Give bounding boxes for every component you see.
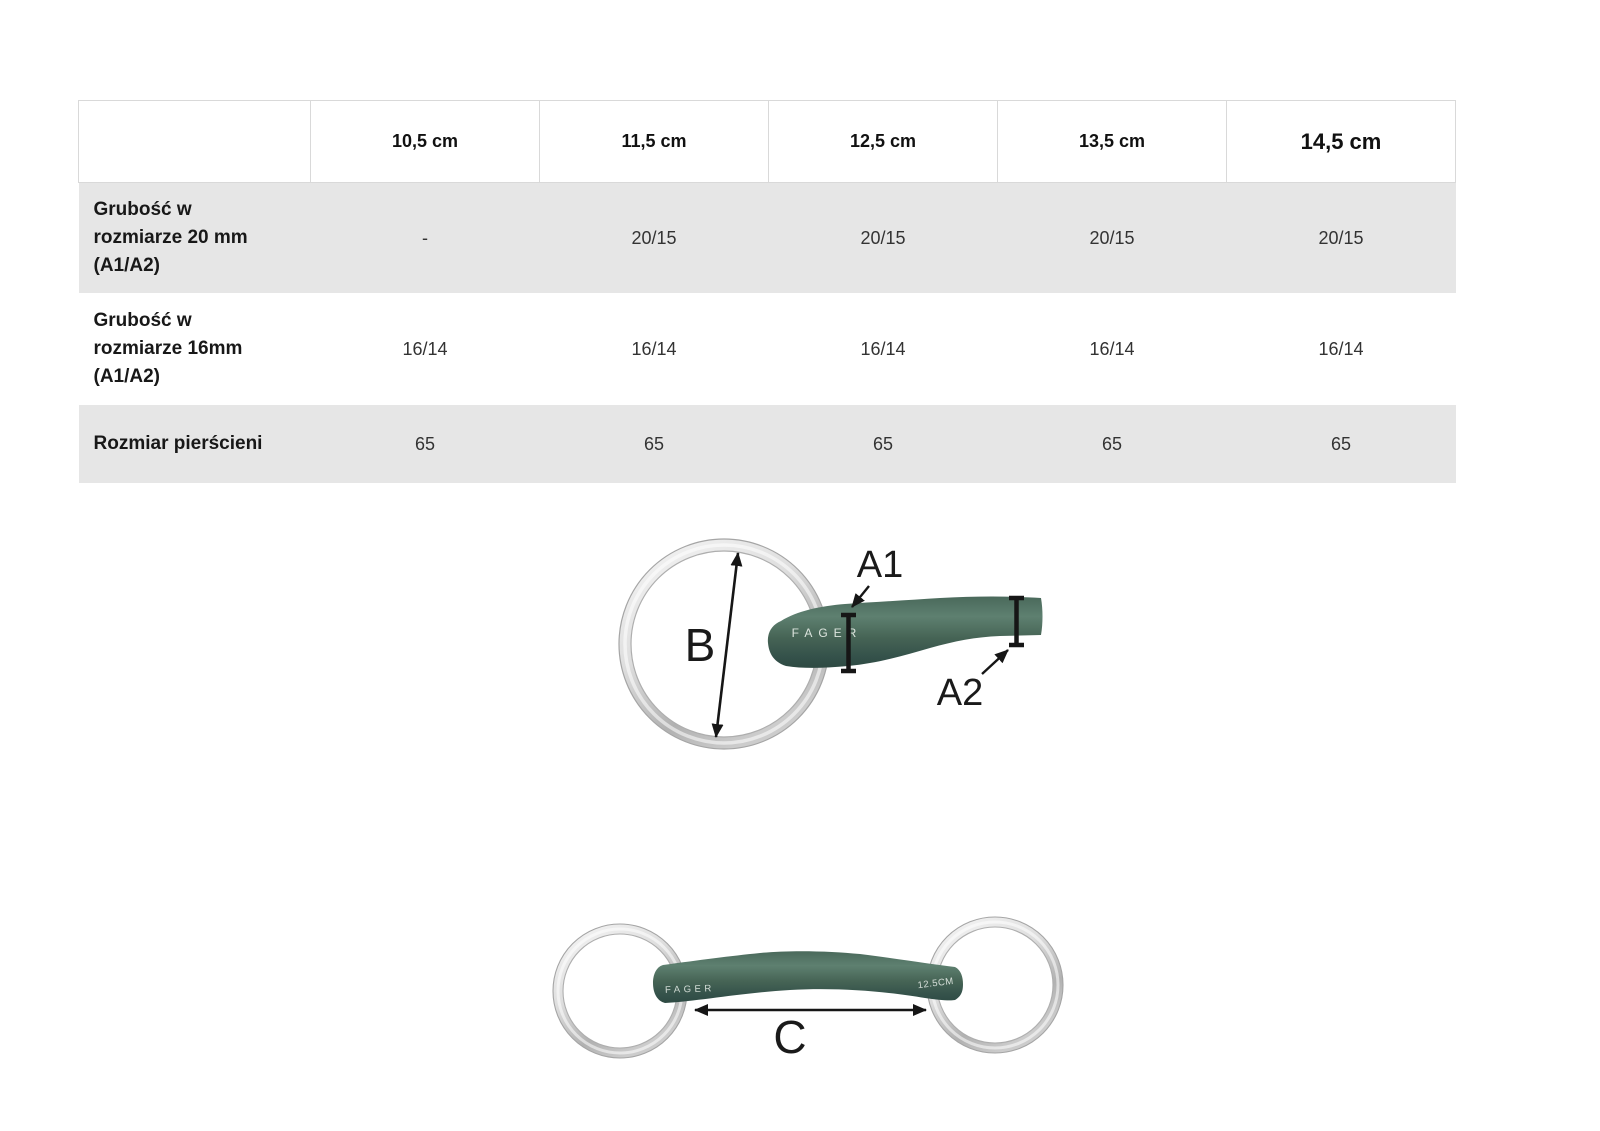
value-cell: 65 [1226,405,1456,483]
b-diameter-arrow [711,552,743,738]
column-header-12-5: 12,5 cm [768,100,998,183]
label-a1: A1 [857,544,903,586]
column-header-10-5: 10,5 cm [310,100,540,183]
row-label: Rozmiar pierścieni [78,405,311,483]
label-b: B [685,619,716,671]
table-row-thickness-16mm: Grubość w rozmiarze 16mm (A1/A2) 16/14 1… [79,293,1456,405]
value-cell: - [310,182,540,293]
value-cell: 65 [768,405,998,483]
label-c: C [773,1011,806,1063]
size-marking: 12.5CM [917,976,954,991]
bit-mouthpiece: FAGER [767,596,1043,668]
a1-pointer-arrow [851,585,870,608]
a2-tick-mark [1009,595,1024,648]
table-header-row: 10,5 cm 11,5 cm 12,5 cm 13,5 cm 14,5 cm [78,100,1456,183]
bit-ring-measure-diagram: FAGER B A1 A2 [618,538,1043,750]
value-cell: 20/15 [539,182,769,293]
row-label: Grubość w rozmiarze 16mm (A1/A2) [93,310,243,387]
bit-length-measure-diagram: FAGER 12.5CM C [552,916,1064,1063]
column-header-14-5: 14,5 cm [1226,100,1456,183]
value-cell: 16/14 [631,338,677,359]
value-cell: 20/15 [1226,182,1456,293]
value-cell: 16/14 [1089,338,1135,359]
column-header-11-5: 11,5 cm [539,100,769,183]
a2-pointer-arrow [981,649,1009,675]
brand-marking: FAGER [792,626,863,640]
size-spec-table: 10,5 cm 11,5 cm 12,5 cm 13,5 cm 14,5 cm … [78,100,1456,483]
value-cell: 16/14 [402,338,448,359]
column-header-13-5: 13,5 cm [997,100,1227,183]
bit-mouthpiece-full: FAGER 12.5CM [653,951,963,1003]
brand-marking: FAGER [665,983,715,996]
row-label: Grubość w rozmiarze 20 mm (A1/A2) [78,182,311,293]
column-header-empty [78,100,311,183]
value-cell: 20/15 [997,182,1227,293]
value-cell: 16/14 [1318,338,1364,359]
value-cell: 16/14 [860,338,906,359]
a1-tick-mark [841,612,856,674]
table-row-ring-size: Rozmiar pierścieni 65 65 65 65 65 [78,405,1456,483]
value-cell: 20/15 [768,182,998,293]
value-cell: 65 [310,405,540,483]
table-row-thickness-20mm: Grubość w rozmiarze 20 mm (A1/A2) - 20/1… [78,182,1456,293]
label-a2: A2 [937,672,983,714]
value-cell: 65 [997,405,1227,483]
value-cell: 65 [539,405,769,483]
